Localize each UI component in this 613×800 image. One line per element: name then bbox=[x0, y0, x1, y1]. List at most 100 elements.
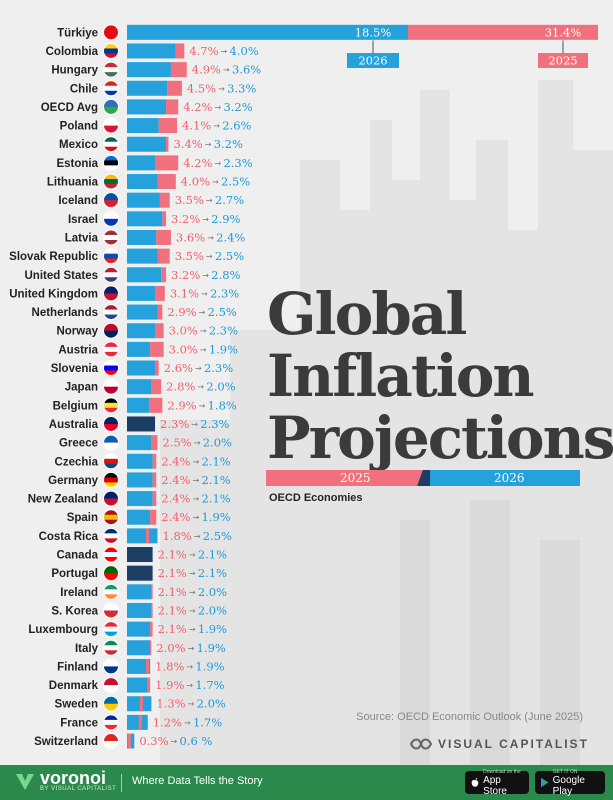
apple-icon bbox=[471, 778, 479, 787]
value-2025-label: 3.2% bbox=[171, 268, 200, 282]
inflation-bar-chart: Türkiye 18.5% 31.4% Colombia 4.7% → 4.0% Hungar… bbox=[9, 24, 598, 750]
country-flag-icon bbox=[103, 80, 119, 96]
voronoi-brand[interactable]: voronoi BY VISUAL CAPITALIST bbox=[14, 769, 116, 792]
value-2025-label: 1.2% bbox=[153, 715, 182, 729]
country-flag-icon bbox=[103, 248, 119, 264]
arrow-icon: → bbox=[207, 233, 214, 242]
chart-subtitle: OECD Economies bbox=[269, 492, 363, 504]
value-2026-label: 1.8% bbox=[208, 398, 237, 412]
bar-2025 bbox=[151, 602, 153, 618]
arrow-icon: → bbox=[197, 383, 204, 392]
chart-title: Global Inflation Projections bbox=[267, 283, 613, 469]
country-label: New Zealand bbox=[28, 494, 98, 506]
country-flag-icon bbox=[103, 714, 119, 730]
country-label: France bbox=[60, 717, 98, 729]
country-label: Latvia bbox=[65, 232, 99, 244]
country-label: Türkiye bbox=[57, 27, 98, 39]
chart-row: France 1.2% → 1.7% bbox=[60, 714, 222, 731]
country-flag-icon bbox=[103, 528, 119, 544]
arrow-icon: → bbox=[206, 196, 213, 205]
chart-row: Sweden 1.3% → 2.0% bbox=[55, 695, 226, 712]
country-label: Norway bbox=[56, 326, 98, 338]
chart-rows: Türkiye 18.5% 31.4% Colombia 4.7% → 4.0% Hungar… bbox=[9, 24, 598, 750]
value-2025-label: 4.1% bbox=[182, 119, 211, 133]
bar-2025 bbox=[152, 453, 157, 469]
bar-base bbox=[127, 714, 142, 730]
arrow-icon: → bbox=[200, 327, 207, 336]
country-flag-icon bbox=[103, 360, 119, 376]
bar-2025 bbox=[166, 136, 169, 152]
legend-2025-swatch bbox=[266, 470, 426, 486]
bar-2025 bbox=[152, 472, 157, 488]
value-2025-label: 3.4% bbox=[173, 137, 202, 151]
value-2026-label: 2.4% bbox=[216, 230, 245, 244]
app-store-label: App Store bbox=[483, 774, 507, 797]
bar-2026 bbox=[148, 658, 151, 674]
value-2026-label: 2.5% bbox=[215, 249, 244, 263]
value-2025-label: 2.4% bbox=[161, 510, 190, 524]
country-flag-icon bbox=[103, 733, 119, 749]
country-flag-icon bbox=[103, 472, 119, 488]
value-2025-label: 2.9% bbox=[167, 398, 196, 412]
bar-2025 bbox=[151, 379, 162, 395]
country-label: Chile bbox=[70, 83, 98, 95]
value-2026-label: 1.9% bbox=[198, 622, 227, 636]
bar-2025 bbox=[170, 62, 187, 78]
arrow-icon: → bbox=[192, 495, 199, 504]
country-flag-icon bbox=[103, 174, 119, 190]
chart-row: Lithuania 4.0% → 2.5% bbox=[47, 173, 250, 190]
chart-row: Chile 4.5% → 3.3% bbox=[70, 80, 256, 97]
arrow-icon: → bbox=[189, 606, 196, 615]
country-label: Ireland bbox=[60, 587, 98, 599]
bar-base bbox=[127, 360, 156, 376]
value-2025-label: 2.3% bbox=[160, 417, 189, 431]
bar-base bbox=[127, 397, 149, 413]
country-flag-icon bbox=[103, 62, 119, 78]
country-flag-icon bbox=[103, 491, 119, 507]
value-2026-label: 1.9% bbox=[195, 659, 224, 673]
value-2026-label: 2.1% bbox=[201, 454, 230, 468]
bar-2025 bbox=[155, 285, 165, 301]
arrow-icon: → bbox=[194, 532, 201, 541]
bar-base bbox=[127, 80, 168, 96]
publisher-logo: VISUAL CAPITALIST bbox=[410, 736, 589, 752]
bar-base bbox=[127, 285, 156, 301]
arrow-icon: → bbox=[201, 289, 208, 298]
bar-2025-marker bbox=[127, 733, 131, 749]
arrow-icon: → bbox=[202, 215, 209, 224]
arrow-icon: → bbox=[213, 122, 220, 131]
country-label: Slovak Republic bbox=[9, 251, 98, 263]
value-2025-label: 2.1% bbox=[158, 585, 187, 599]
value-2025-label: 2.4% bbox=[161, 473, 190, 487]
bar-2025 bbox=[152, 491, 157, 507]
country-flag-icon bbox=[103, 155, 119, 171]
chart-row: Ireland 2.1% → 2.0% bbox=[60, 583, 227, 600]
app-store-button[interactable]: Download on the App Store bbox=[465, 768, 529, 797]
value-2026-label: 2.3% bbox=[210, 286, 239, 300]
google-play-button[interactable]: GET IT ON Google Play bbox=[535, 769, 605, 797]
value-2026-label: 4.0% bbox=[230, 44, 259, 58]
country-label: United States bbox=[25, 270, 99, 282]
country-label: Hungary bbox=[51, 65, 98, 77]
country-label: Canada bbox=[56, 550, 98, 562]
arrow-icon: → bbox=[171, 737, 178, 746]
country-flag-icon bbox=[103, 565, 119, 581]
chart-row: Austria 3.0% → 1.9% bbox=[58, 341, 238, 358]
bar-base bbox=[127, 696, 143, 712]
app-store-small: Download on the bbox=[483, 768, 521, 775]
chart-row: Denmark 1.9% → 1.7% bbox=[49, 677, 225, 694]
skyline-background bbox=[160, 80, 613, 765]
value-2026-label: 2.3% bbox=[209, 324, 238, 338]
value-2026-label: 1.9% bbox=[197, 641, 226, 655]
chart-row: Iceland 3.5% → 2.7% bbox=[58, 192, 244, 209]
value-2025-label: 4.5% bbox=[187, 81, 216, 95]
arrow-icon: → bbox=[214, 103, 221, 112]
value-2025-label: 2.4% bbox=[161, 454, 190, 468]
value-2025-label: 1.9% bbox=[155, 678, 184, 692]
bar-2025 bbox=[151, 435, 158, 451]
bar-2026 bbox=[141, 714, 148, 730]
bar-base bbox=[127, 136, 167, 152]
country-flag-icon bbox=[103, 43, 119, 59]
value-2026-label: 1.9% bbox=[201, 510, 230, 524]
year-legend: 2025 2026 bbox=[266, 470, 580, 486]
